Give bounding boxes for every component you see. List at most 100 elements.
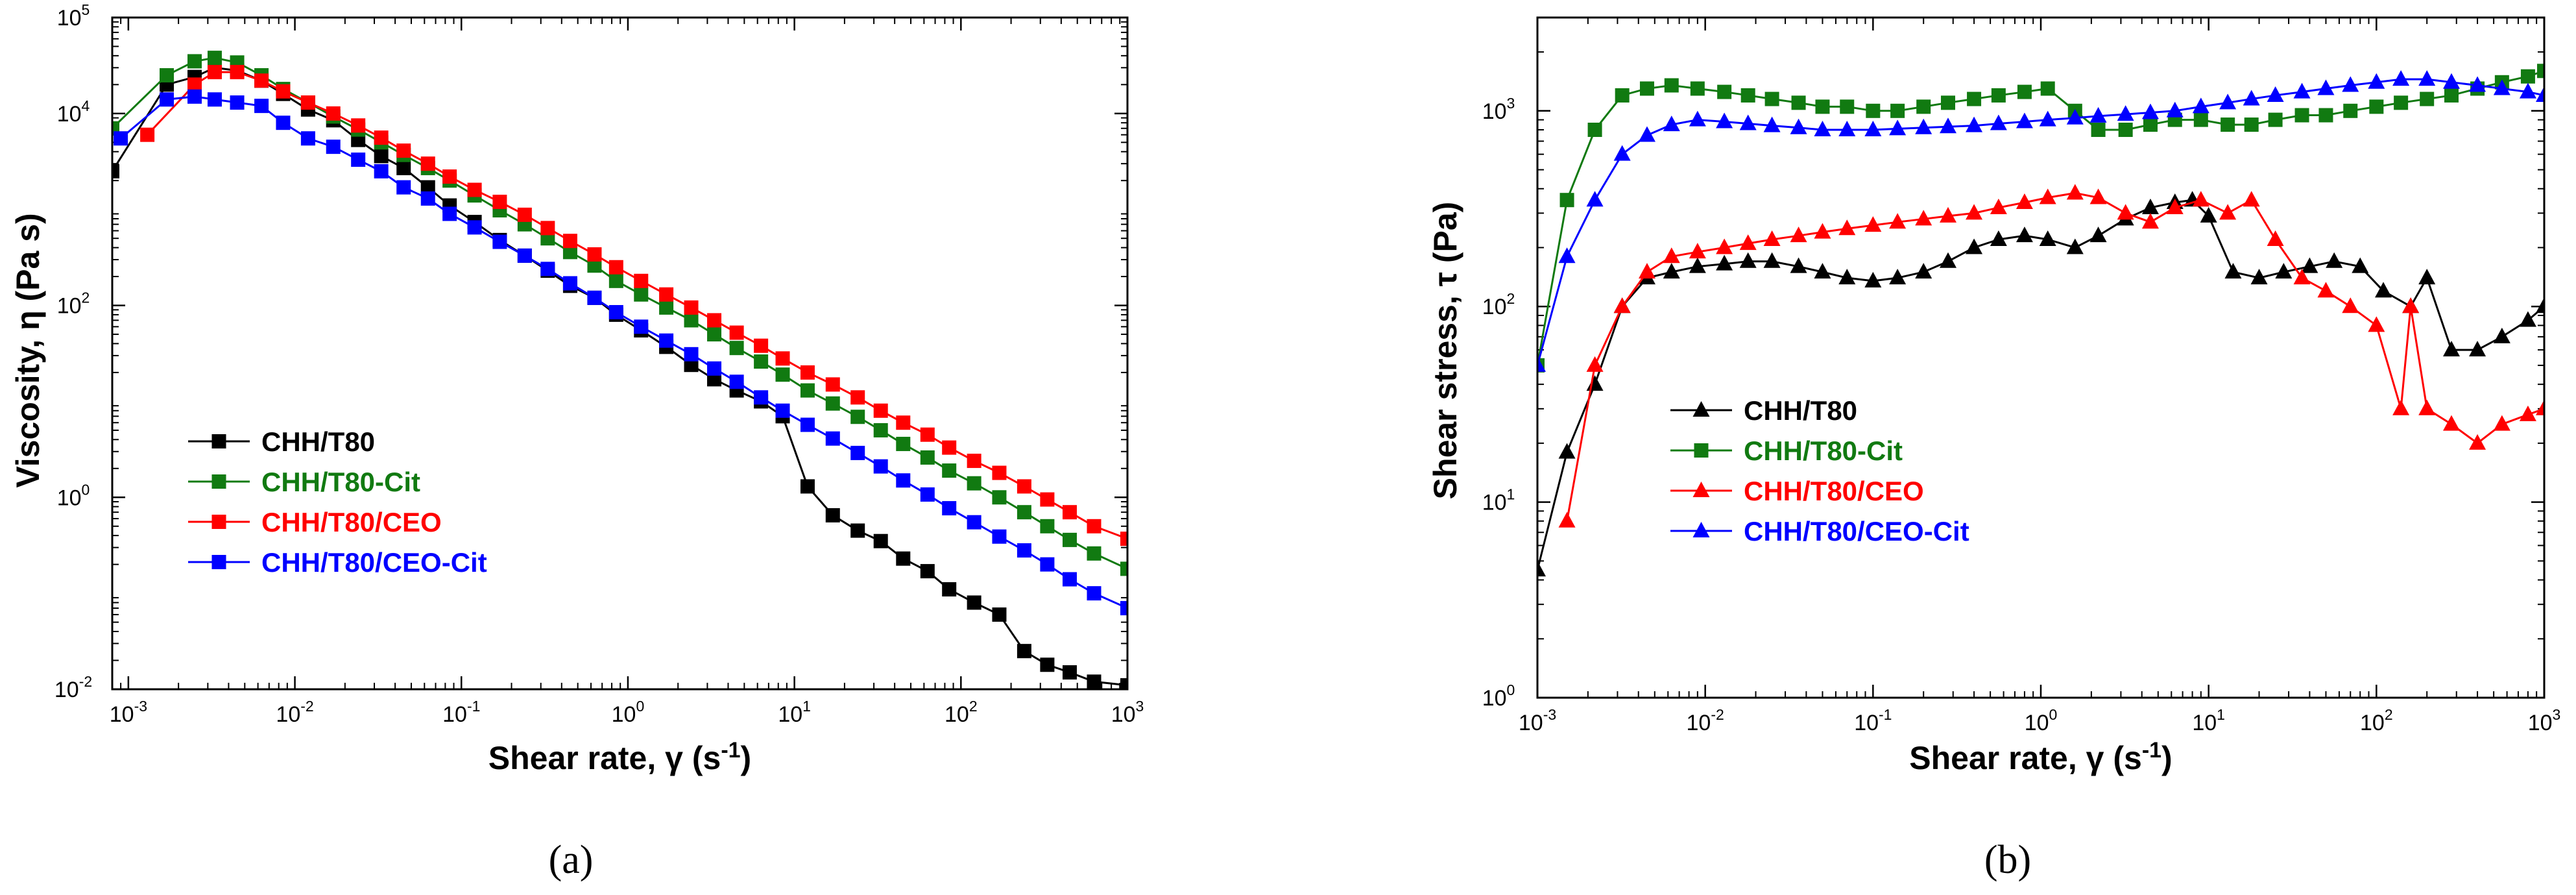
data-point: [587, 247, 602, 262]
data-point: [754, 390, 769, 405]
data-point: [992, 607, 1007, 622]
data-point: [2444, 88, 2459, 103]
data-point: [562, 245, 577, 260]
data-point: [1889, 213, 1907, 229]
data-point: [1017, 479, 1031, 494]
legend-label: CHH/T80/CEO-Cit: [261, 547, 487, 578]
data-point: [775, 367, 790, 382]
data-point: [2342, 297, 2359, 313]
data-point: [467, 182, 482, 197]
data-point: [1062, 572, 1077, 587]
data-point: [850, 523, 865, 538]
data-point: [1062, 665, 1077, 680]
plot-frame: [111, 16, 1129, 691]
data-point: [1639, 81, 1654, 96]
data-point: [967, 476, 981, 491]
series-chh-t80-cit: [112, 51, 1127, 576]
data-point: [2244, 117, 2259, 132]
data-point: [850, 445, 865, 460]
series-chh-t80: [112, 60, 1127, 689]
x-tick-label: 10-2: [1687, 706, 1724, 735]
data-point: [707, 372, 722, 387]
data-point: [850, 390, 865, 405]
data-point: [1664, 78, 1679, 93]
data-point: [1814, 263, 1831, 279]
data-point: [707, 361, 722, 376]
data-point: [1537, 561, 1546, 577]
tick-exponent: -2: [300, 698, 313, 715]
data-point: [2200, 206, 2217, 223]
data-point: [825, 396, 840, 411]
data-point: [587, 258, 602, 273]
data-point: [2267, 86, 2284, 102]
data-point: [230, 65, 245, 80]
data-point: [1689, 257, 1706, 273]
data-point: [2294, 108, 2309, 123]
data-point: [1739, 234, 1757, 251]
data-point: [1689, 243, 1706, 259]
tick-exponent: -3: [134, 698, 147, 715]
minor-ticks: [1537, 17, 2544, 698]
data-point: [1040, 492, 1055, 507]
data-point: [896, 415, 911, 430]
data-point: [1916, 99, 1931, 114]
data-point: [2066, 108, 2084, 125]
tick-base: 10: [57, 485, 82, 510]
data-point: [1586, 191, 1604, 207]
x-tick-label: 100: [2025, 706, 2058, 735]
data-point: [896, 473, 911, 488]
data-point: [2520, 69, 2535, 84]
data-point: [326, 106, 341, 121]
data-point: [967, 595, 981, 610]
tick-exponent: 1: [2217, 706, 2225, 723]
tick-base: 10: [945, 702, 969, 727]
data-point: [2141, 103, 2159, 119]
tick-exponent: 3: [2553, 706, 2561, 723]
data-point: [1087, 586, 1101, 601]
data-point: [1790, 257, 1807, 273]
tick-base: 10: [612, 702, 636, 727]
data-point: [1559, 193, 1574, 208]
data-point: [1017, 644, 1031, 659]
series-line: [1537, 78, 2544, 366]
data-point: [1716, 254, 1733, 271]
data-point: [2375, 282, 2392, 298]
data-point: [1814, 121, 1831, 137]
data-point: [1840, 99, 1855, 114]
data-point: [2469, 341, 2486, 357]
tick-base: 10: [1519, 711, 1543, 735]
data-point: [920, 564, 935, 579]
legend-marker: [211, 474, 226, 489]
data-point: [187, 77, 202, 92]
data-point: [1864, 216, 1882, 232]
data-point: [160, 92, 175, 107]
data-point: [2016, 193, 2033, 210]
data-point: [2368, 316, 2385, 332]
data-point: [2369, 99, 2384, 114]
y-tick-label: 101: [1482, 486, 1515, 515]
data-point: [659, 333, 674, 348]
data-point: [2442, 341, 2460, 357]
data-point: [684, 313, 699, 328]
legend-marker: [1692, 482, 1710, 497]
data-point: [2519, 311, 2536, 327]
data-point: [562, 276, 577, 291]
data-point: [2469, 76, 2486, 92]
data-point: [2224, 263, 2242, 279]
data-point: [775, 351, 790, 366]
data-point: [1763, 116, 1781, 132]
data-point: [230, 95, 245, 110]
data-point: [825, 377, 840, 392]
data-point: [1586, 375, 1604, 391]
data-point: [2317, 282, 2335, 298]
data-point: [1991, 88, 2006, 103]
y-tick-label: 102: [57, 289, 90, 319]
legend: CHH/T80 CHH/T80-Cit CHH/T80/CEO CHH/T80/CEO…: [188, 426, 487, 578]
data-point: [992, 529, 1007, 544]
tick-exponent: 2: [2385, 706, 2393, 723]
data-point: [920, 427, 935, 442]
data-point: [1087, 546, 1101, 561]
data-point: [2342, 76, 2359, 92]
legend-marker: [1692, 401, 1710, 417]
tick-exponent: 4: [82, 97, 90, 114]
